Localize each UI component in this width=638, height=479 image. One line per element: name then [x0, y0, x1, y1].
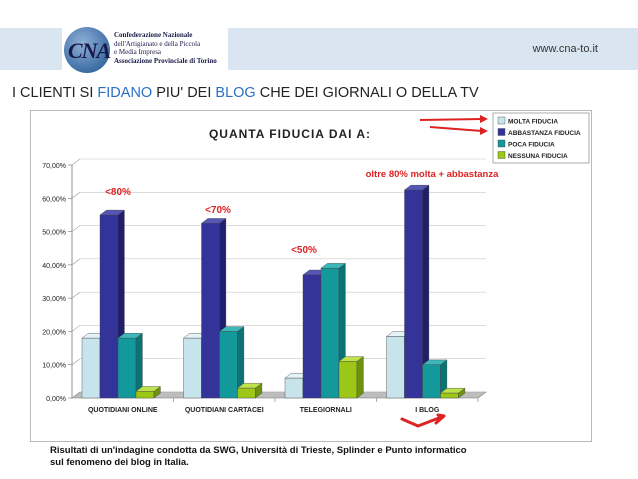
bar — [236, 382, 263, 399]
annotation-arrow-line — [419, 118, 483, 121]
bar-front — [135, 391, 155, 399]
bar — [421, 359, 448, 399]
legend-label: ABBASTANZA FIDUCIA — [508, 130, 581, 137]
bar — [439, 387, 466, 399]
bar-front — [422, 364, 441, 399]
bar-top — [439, 388, 466, 394]
y-tick-label: 70,00% — [42, 163, 66, 170]
y-tick-label: 30,00% — [42, 296, 66, 303]
logo-line: Confederazione Nazionale — [114, 31, 193, 39]
annotation-arrow-line — [429, 126, 483, 132]
title-highlight-blog: BLOG — [215, 85, 256, 101]
logo-lines: Confederazione Nazionale dell'Artigianat… — [114, 31, 226, 65]
logo-text: CNA — [68, 38, 111, 63]
title-part: PIU' DEI — [152, 85, 216, 101]
y-tick-label: 0,00% — [46, 396, 66, 403]
x-category-label: QUOTIDIANI ONLINE — [88, 407, 158, 414]
bar-front — [81, 337, 101, 399]
chart-title: QUANTA FIDUCIA DAI A: — [209, 127, 371, 141]
annotation-blog-note: oltre 80% molta + abbastanza — [366, 169, 499, 180]
bar-top — [218, 326, 245, 332]
x-category-label: QUOTIDIANI CARTACEI — [185, 407, 264, 414]
bar-top — [200, 218, 227, 224]
bar-top — [403, 184, 430, 191]
footnote-line: sul fenomeno dei blog in Italia. — [50, 457, 189, 468]
bar-top — [117, 333, 143, 339]
legend-swatch — [497, 151, 506, 159]
page-title: I CLIENTI SI FIDANO PIU' DEI BLOG CHE DE… — [12, 85, 479, 101]
title-part: CHE DEI GIORNALI O DELLA TV — [255, 85, 479, 101]
legend-swatch — [497, 128, 506, 136]
bar-front — [237, 387, 256, 399]
x-category-label: TELEGIORNALI — [300, 407, 352, 414]
grid-diagonal — [71, 158, 81, 166]
bar-front — [404, 189, 423, 399]
annotation-label: <80% — [105, 187, 131, 198]
y-tick-label: 20,00% — [42, 329, 66, 336]
grid-diagonal — [71, 192, 81, 199]
bar-front — [99, 214, 119, 399]
annotation-label: <70% — [205, 205, 231, 216]
annotation-label: <50% — [291, 245, 317, 256]
bar-front — [302, 274, 322, 399]
bar — [338, 356, 364, 399]
site-url: www.cna-to.it — [532, 43, 598, 55]
bar-top — [99, 209, 126, 216]
annotation-arrow-head — [480, 127, 488, 135]
bar-front — [183, 337, 202, 399]
bar-front — [386, 336, 405, 399]
y-tick-label: 50,00% — [42, 230, 66, 237]
logo-line: dell'Artigianato e della Piccola — [114, 39, 201, 48]
bar-top — [338, 356, 364, 362]
bar-side — [356, 356, 364, 399]
title-highlight-fidano: FIDANO — [97, 85, 153, 101]
bar-front — [440, 392, 459, 399]
y-tick-label: 40,00% — [42, 263, 66, 270]
grid-diagonal — [71, 291, 81, 299]
annotation-blog-arrow — [400, 413, 446, 428]
legend-label: MOLTA FIDUCIA — [508, 119, 558, 126]
footnote-line: Risultati di un'indagine condotta da SWG… — [50, 445, 467, 456]
logo-globe-icon — [64, 27, 110, 73]
bar — [135, 386, 161, 399]
bar-front — [219, 331, 238, 399]
grid-diagonal — [71, 325, 81, 332]
bar-front — [117, 337, 137, 399]
legend-label: POCA FIDUCIA — [508, 142, 555, 149]
bar-top — [320, 263, 346, 269]
bar-front — [320, 267, 340, 399]
y-tick-label: 60,00% — [42, 196, 66, 203]
bar-front — [338, 361, 358, 399]
cna-logo: CNA Confederazione Nazionale dell'Artigi… — [62, 26, 228, 74]
logo-line: e Media Impresa — [114, 48, 162, 56]
bar — [403, 184, 430, 399]
logo-line: Associazione Provinciale di Torino — [114, 56, 217, 65]
bar — [117, 332, 143, 399]
title-part: I CLIENTI SI — [12, 85, 98, 101]
y-tick-label: 10,00% — [42, 363, 66, 370]
grid-diagonal — [71, 258, 81, 266]
bar — [218, 326, 245, 399]
bar-front — [284, 377, 304, 399]
bar-top — [135, 386, 161, 392]
legend-label: NESSUNA FIDUCIA — [508, 153, 568, 160]
bar-front — [201, 223, 220, 399]
footnote: Risultati di un'indagine condotta da SWG… — [50, 445, 467, 469]
annotation-arrow-head — [480, 115, 488, 123]
grid-diagonal — [71, 225, 81, 232]
bar-top — [236, 383, 263, 389]
x-category-label: I BLOG — [415, 407, 440, 414]
legend-box — [492, 112, 590, 164]
grid-diagonal — [71, 358, 81, 365]
legend-swatch — [497, 139, 506, 148]
legend-swatch — [497, 116, 506, 125]
grid-diagonal — [71, 391, 81, 399]
bar-top — [421, 359, 448, 365]
